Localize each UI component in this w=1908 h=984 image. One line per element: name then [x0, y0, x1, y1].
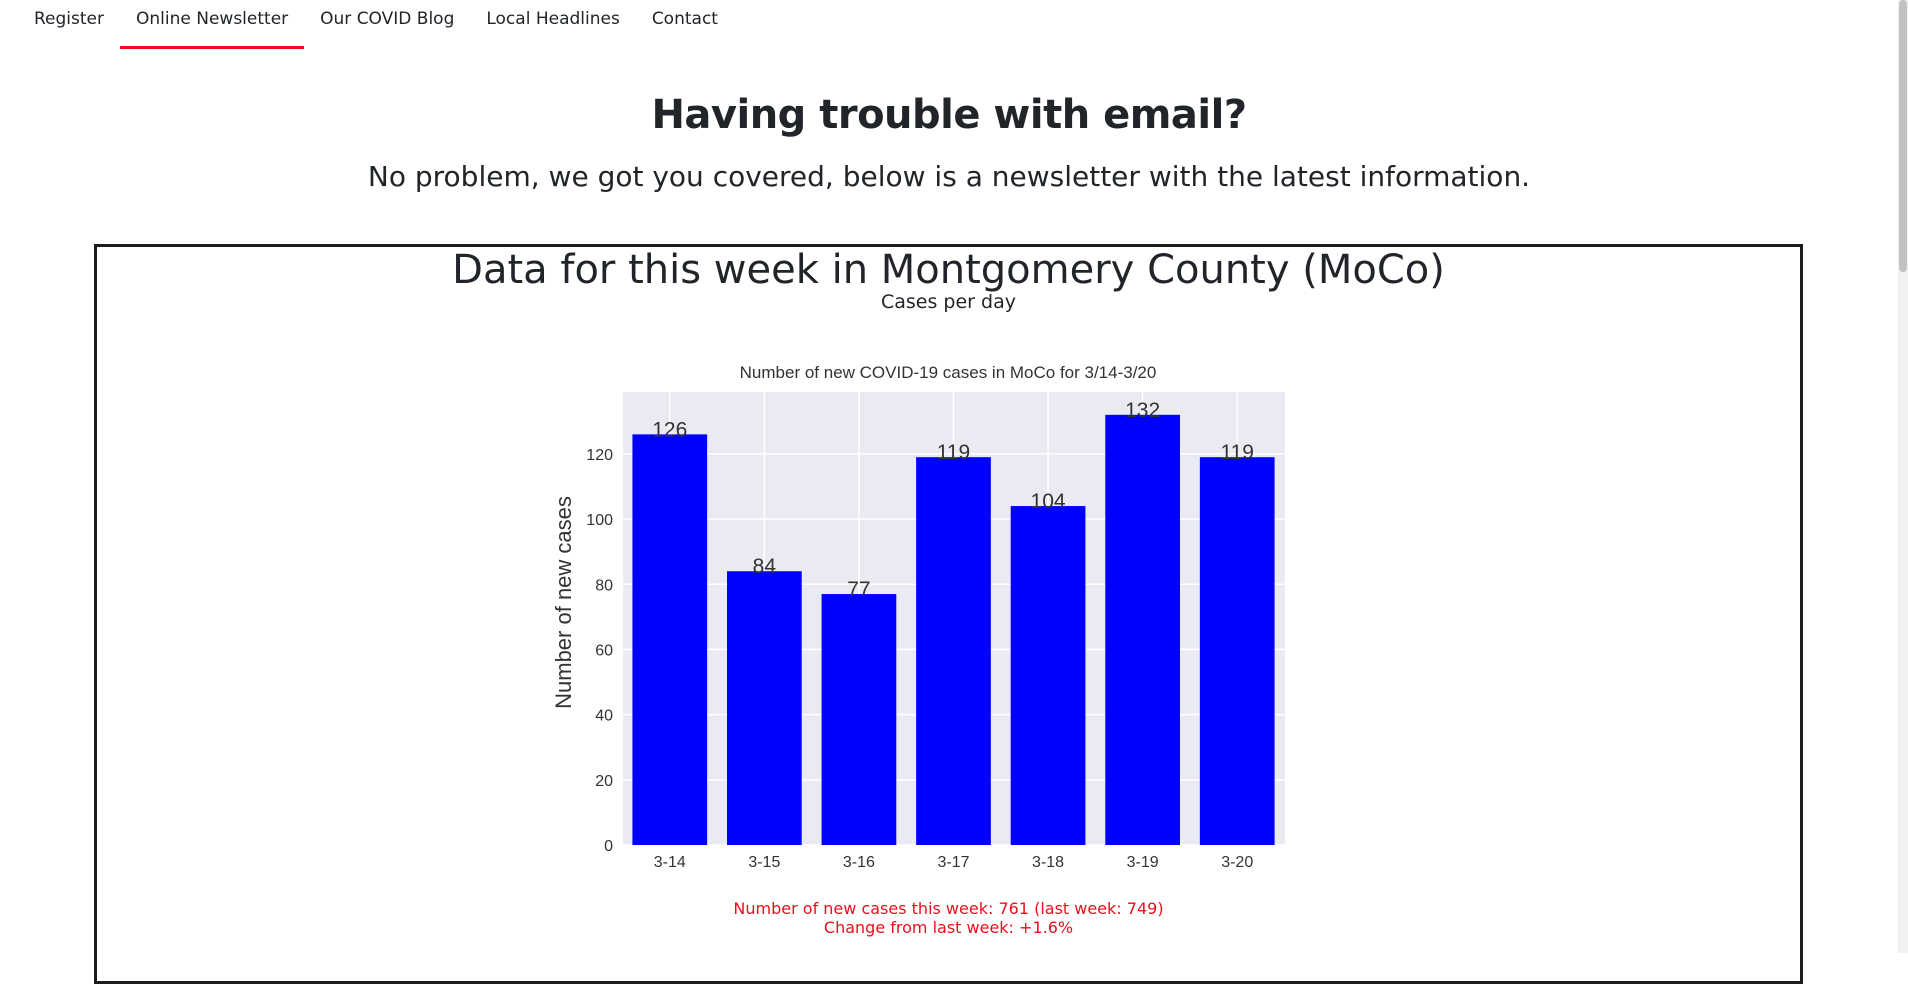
nav-item-online-newsletter[interactable]: Online Newsletter: [120, 0, 305, 49]
y-tick-label: 100: [586, 512, 613, 529]
x-tick-label: 3-14: [654, 854, 686, 871]
y-axis-label: Number of new cases: [551, 496, 576, 709]
nav-item-local-headlines[interactable]: Local Headlines: [486, 9, 620, 29]
page-heading: Having trouble with email?: [651, 92, 1247, 138]
y-tick-label: 20: [595, 773, 613, 790]
bar-3-14: [632, 434, 708, 845]
cases-bar-chart: Number of new COVID-19 cases in MoCo for…: [551, 363, 1285, 871]
data-label: 119: [937, 441, 970, 464]
scrollbar-thumb[interactable]: [1899, 0, 1907, 272]
bar-3-15: [727, 571, 802, 845]
stats-weekly-cases: Number of new cases this week: 761 (last…: [733, 899, 1164, 918]
y-tick-label: 0: [604, 838, 613, 855]
x-tick-label: 3-18: [1032, 854, 1064, 871]
data-label: 119: [1220, 441, 1253, 464]
y-tick-label: 120: [586, 447, 613, 464]
weekly-stats: Number of new cases this week: 761 (last…: [97, 899, 1800, 937]
bar-3-18: [1010, 506, 1086, 845]
bar-3-19: [1105, 414, 1180, 845]
nav-item-contact[interactable]: Contact: [651, 9, 718, 29]
x-tick-label: 3-16: [843, 854, 875, 871]
stats-change: Change from last week: +1.6%: [823, 918, 1074, 937]
y-tick-label: 80: [595, 577, 613, 594]
bar-3-20: [1199, 457, 1275, 845]
chart-title: Number of new COVID-19 cases in MoCo for…: [740, 363, 1157, 382]
y-tick-label: 60: [595, 642, 613, 659]
panel-title: Data for this week in Montgomery County …: [452, 247, 1445, 293]
page-subheading: No problem, we got you covered, below is…: [367, 160, 1531, 193]
data-label: 126: [652, 418, 687, 441]
top-nav: Register Online Newsletter Our COVID Blo…: [18, 0, 734, 50]
panel-subtitle: Cases per day: [881, 291, 1016, 313]
newsletter-panel: Data for this week in Montgomery County …: [94, 244, 1803, 984]
x-tick-label: 3-15: [748, 854, 780, 871]
bar-3-17: [916, 457, 991, 845]
page-scrollbar[interactable]: [1898, 0, 1908, 953]
bar-3-16: [821, 594, 897, 845]
data-label: 77: [847, 578, 870, 601]
x-tick-label: 3-19: [1127, 854, 1159, 871]
nav-item-covid-blog[interactable]: Our COVID Blog: [320, 9, 455, 29]
nav-item-register[interactable]: Register: [34, 9, 104, 29]
data-label: 84: [753, 555, 777, 578]
x-tick-label: 3-20: [1221, 854, 1253, 871]
x-tick-label: 3-17: [937, 854, 969, 871]
data-label: 104: [1031, 490, 1066, 513]
data-label: 132: [1125, 399, 1160, 422]
y-tick-label: 40: [595, 708, 613, 725]
